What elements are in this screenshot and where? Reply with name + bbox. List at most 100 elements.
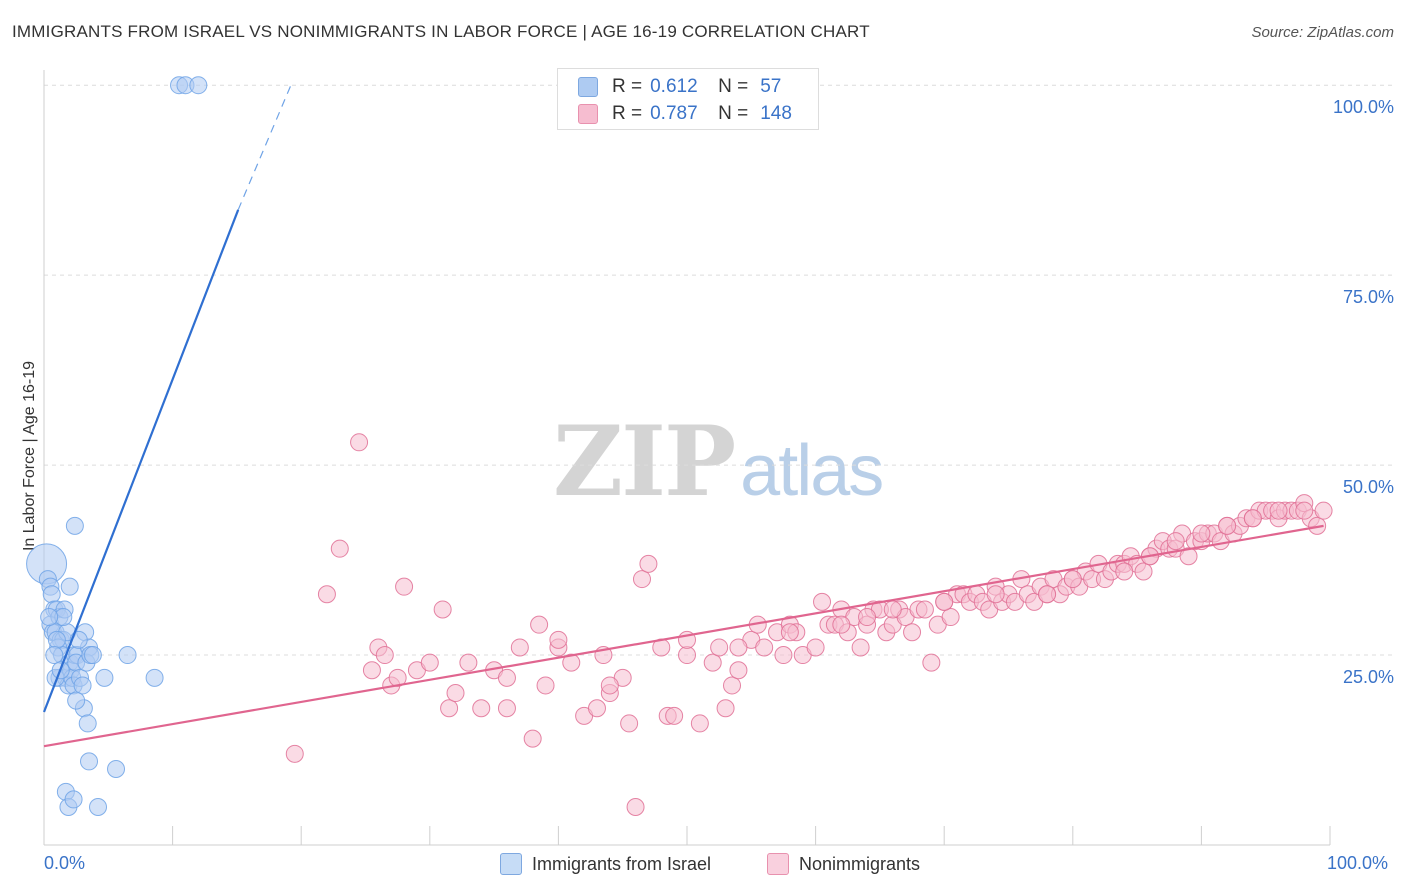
series-immigrants-from-israel: [26, 76, 208, 817]
trend-line-extension: [237, 84, 292, 211]
data-point: [145, 668, 164, 687]
legend: R = 0.612 N = 57 R = 0.787 N = 148: [557, 68, 819, 130]
data-point: [806, 638, 825, 657]
data-point: [587, 699, 606, 718]
data-point: [729, 638, 748, 657]
legend-r-value: 0.612: [650, 76, 698, 97]
data-point: [632, 570, 651, 589]
watermark-atlas: atlas: [740, 431, 884, 511]
legend-r-label: R =: [612, 76, 643, 97]
x-tick-min: 0.0%: [44, 853, 86, 873]
trend-line: [42, 209, 240, 713]
legend-r-label: R =: [612, 103, 643, 124]
legend-row-israel: R = 0.612 N = 57: [578, 74, 781, 100]
data-point: [395, 577, 414, 596]
data-point: [935, 592, 954, 611]
data-point: [1218, 516, 1237, 535]
data-point: [45, 646, 64, 665]
chart-title: IMMIGRANTS FROM ISRAEL VS NONIMMIGRANTS …: [12, 22, 870, 41]
source-label: Source: ZipAtlas.com: [1251, 24, 1394, 41]
legend-r-value: 0.787: [650, 103, 698, 124]
legend-n-label: N =: [718, 103, 749, 124]
data-point: [523, 729, 542, 748]
data-point: [710, 638, 729, 657]
data-point: [80, 752, 99, 771]
y-tick-label: 100.0%: [1332, 97, 1394, 118]
data-point: [536, 676, 555, 695]
data-point: [118, 646, 137, 665]
data-point: [858, 608, 877, 627]
data-point: [60, 577, 79, 596]
bottom-legend-label-nonimmigrants: Nonimmigrants: [799, 853, 921, 874]
data-point: [285, 744, 304, 763]
x-tick-max: 100.0%: [1327, 853, 1389, 873]
data-point: [1192, 524, 1211, 543]
data-point: [362, 661, 381, 680]
trend-lines: [42, 84, 1324, 748]
data-point: [903, 623, 922, 642]
axes: [43, 70, 1331, 846]
legend-n-value: 57: [760, 76, 782, 97]
bottom-legend-swatch-israel: [500, 853, 522, 875]
data-point: [1314, 501, 1333, 520]
data-point: [497, 668, 516, 687]
trend-line: [43, 524, 1324, 748]
data-point: [665, 706, 684, 725]
data-point: [729, 661, 748, 680]
data-point: [922, 653, 941, 672]
data-point: [330, 539, 349, 558]
data-point: [89, 798, 108, 817]
data-point: [497, 699, 516, 718]
bottom-legend-label-israel: Immigrants from Israel: [532, 853, 712, 874]
data-point: [639, 554, 658, 573]
data-point: [433, 600, 452, 619]
y-tick-label: 75.0%: [1342, 287, 1394, 308]
data-point: [780, 623, 799, 642]
data-point: [1115, 562, 1134, 581]
data-point: [1134, 562, 1153, 581]
y-tick-label: 25.0%: [1342, 667, 1394, 688]
data-point: [1063, 570, 1082, 589]
data-point: [549, 630, 568, 649]
legend-row-nonimmigrants: R = 0.787 N = 148: [578, 101, 792, 127]
data-point: [1038, 585, 1057, 604]
data-point: [510, 638, 529, 657]
data-point: [723, 676, 742, 695]
data-point: [941, 608, 960, 627]
data-point: [95, 668, 114, 687]
y-tick-label: 50.0%: [1342, 477, 1394, 498]
data-point: [67, 691, 86, 710]
data-point: [620, 714, 639, 733]
data-point: [883, 600, 902, 619]
data-point: [317, 585, 336, 604]
data-point: [1295, 501, 1314, 520]
data-point: [832, 615, 851, 634]
data-point: [851, 638, 870, 657]
gridlines: [44, 84, 1392, 656]
data-point: [40, 608, 59, 627]
data-point: [459, 653, 478, 672]
data-point: [530, 615, 549, 634]
data-point: [83, 646, 102, 665]
data-point: [375, 646, 394, 665]
data-point: [42, 585, 61, 604]
bottom-legend-nonimmigrants: Nonimmigrants: [767, 852, 920, 876]
data-point: [716, 699, 735, 718]
data-point: [1243, 509, 1262, 528]
data-point: [73, 676, 92, 695]
legend-swatch-nonimmigrants: [578, 104, 598, 124]
data-point: [1179, 547, 1198, 566]
data-point: [774, 646, 793, 665]
legend-n-label: N =: [718, 76, 749, 97]
data-point: [1166, 532, 1185, 551]
data-point: [65, 516, 84, 535]
data-point: [64, 790, 83, 809]
data-point: [813, 592, 832, 611]
data-point: [986, 585, 1005, 604]
data-point: [78, 714, 97, 733]
legend-n-value: 148: [760, 103, 792, 124]
data-point: [915, 600, 934, 619]
series-nonimmigrants: [285, 433, 1333, 817]
data-point: [420, 653, 439, 672]
